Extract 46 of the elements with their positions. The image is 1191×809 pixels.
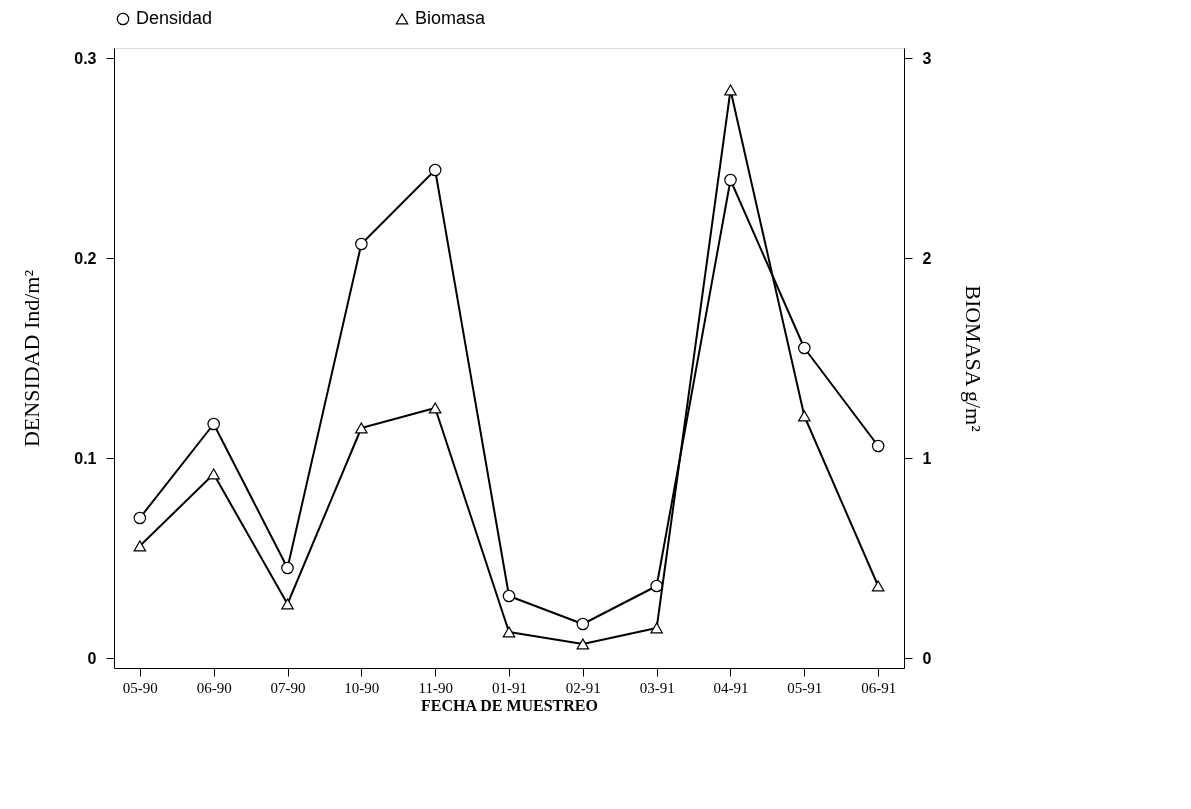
x-tick-label: 05-91 [787,679,823,696]
y2-tick-label: 1 [922,449,932,467]
point [871,439,885,453]
point [871,580,885,592]
x-tick-label: 05-90 [122,679,158,696]
point [207,417,220,431]
point [281,561,294,575]
point [133,511,147,525]
point [502,626,516,638]
x-tick-label: 06-90 [196,679,232,696]
legend-label: Biomasa [415,8,487,28]
y-tick-label: 0.2 [74,249,97,267]
point [798,341,811,355]
point [798,410,811,422]
point [576,638,590,650]
point [133,540,147,552]
x-tick-label: 01-91 [492,679,527,696]
x-tick-label: 07-90 [270,679,306,696]
point [281,598,294,610]
point [207,468,220,480]
x-tick-label: 10-90 [344,679,380,696]
x-tick-label: 11-90 [418,679,453,696]
y-tick-label: 0.1 [74,449,97,467]
y2-tick-label: 0 [922,649,932,667]
x-tick-label: 02-91 [565,679,601,696]
point [502,589,516,603]
x-tick-label: 04-91 [713,679,749,696]
point [724,84,737,96]
point [355,237,368,251]
point [724,173,737,187]
legend-label: Densidad [136,8,213,28]
x-tick-label: 03-91 [639,679,675,696]
x-tick-label: 06-91 [861,679,897,696]
point [650,622,663,634]
y-axis-title: DENSIDAD Ind/m² [19,269,45,448]
x-axis-title: FECHA DE MUESTREO [421,696,598,714]
y2-axis-title: BIOMASA g/m² [961,285,987,433]
y-tick-label: 0 [87,649,97,667]
point [650,579,663,593]
y2-tick-label: 3 [922,49,932,67]
point [428,163,442,177]
y-tick-label: 0.3 [74,49,97,67]
y2-tick-label: 2 [922,249,932,267]
point [355,422,368,434]
point [428,402,442,414]
point [576,617,590,631]
